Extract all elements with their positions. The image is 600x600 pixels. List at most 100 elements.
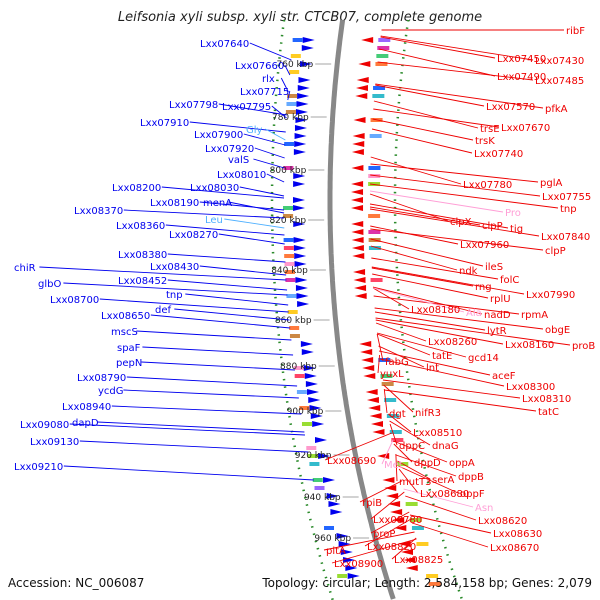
reverse-gene-arrow — [382, 477, 395, 483]
reverse-gene-arrow — [351, 181, 364, 187]
left-leader-line — [189, 121, 286, 133]
left-leader-line — [243, 133, 286, 146]
cog-category-block — [289, 326, 300, 330]
cog-category-block — [386, 414, 399, 418]
left-leader-line — [142, 346, 294, 356]
right-leader-line — [375, 83, 544, 109]
right-gene-label: serA — [432, 475, 454, 486]
kbp-tick-label: 820 kbp — [269, 216, 306, 226]
right-gene-label: Lxx08680 — [420, 489, 469, 500]
cog-category-block — [372, 94, 385, 98]
right-leader-line — [405, 495, 477, 521]
forward-gene-arrow — [345, 565, 358, 571]
forward-gene-arrow — [295, 277, 308, 283]
forward-gene-arrow — [296, 101, 309, 107]
left-leader-line — [111, 405, 302, 415]
left-gene-label: Lxx07920 — [205, 144, 254, 155]
forward-gene-arrow — [297, 85, 310, 91]
right-gene-label: pitA — [326, 546, 346, 557]
cog-category-block — [411, 526, 424, 530]
kbp-tick-label: 800 kbp — [270, 166, 307, 176]
topology-text: Topology: circular; Length: 2,584,158 bp… — [262, 576, 592, 590]
cog-category-block — [312, 478, 323, 482]
left-leader-line — [265, 128, 286, 141]
reverse-gene-arrow — [352, 133, 365, 139]
left-gene-label: def — [155, 305, 172, 316]
cog-category-block — [426, 574, 439, 578]
forward-gene-arrow — [294, 141, 307, 147]
right-gene-label: tatC — [538, 407, 559, 418]
right-gene-label: fabG — [385, 357, 409, 368]
right-gene-label: pfkA — [545, 104, 568, 115]
cog-category-block — [314, 486, 325, 490]
right-leader-line — [393, 440, 448, 463]
left-gene-label: Lxx07900 — [194, 130, 243, 141]
left-gene-label: mscS — [111, 327, 138, 338]
reverse-gene-arrow — [351, 197, 363, 203]
reverse-gene-arrow — [351, 221, 364, 227]
right-leader-line — [323, 531, 415, 551]
cog-category-block — [283, 166, 294, 170]
right-leader-line — [377, 354, 381, 374]
right-gene-label: Lxx08900 — [334, 559, 383, 570]
right-leader-line — [409, 514, 492, 534]
reverse-gene-arrow — [351, 245, 364, 251]
cog-category-block — [289, 334, 300, 338]
forward-gene-arrow — [347, 573, 360, 579]
right-gene-label: clpP — [482, 221, 503, 232]
reverse-gene-arrow — [377, 453, 390, 459]
right-gene-label: Ala — [466, 308, 482, 319]
right-leader-line — [378, 48, 496, 77]
left-gene-label: Lxx08380 — [118, 250, 167, 261]
cog-category-block — [368, 166, 381, 170]
left-leader-line — [167, 253, 286, 263]
left-leader-line — [39, 266, 287, 281]
reverse-gene-arrow — [351, 189, 364, 195]
forward-gene-arrow — [297, 301, 310, 307]
cog-category-block — [289, 70, 300, 74]
reverse-gene-arrow — [356, 77, 369, 83]
right-gene-label: oppF — [460, 489, 485, 500]
cog-category-block — [284, 270, 295, 274]
cog-category-block — [368, 174, 381, 178]
reverse-gene-arrow — [351, 149, 364, 155]
right-gene-label: pglA — [540, 178, 562, 189]
left-leader-line — [218, 233, 285, 245]
right-leader-line — [397, 460, 431, 480]
right-gene-label: dgt — [389, 409, 406, 420]
right-leader-line — [331, 538, 417, 564]
right-gene-label: Met — [384, 460, 403, 471]
left-gene-label: glbO — [38, 279, 61, 290]
right-gene-label: tnp — [560, 204, 577, 215]
left-leader-line — [69, 423, 305, 436]
right-gene-label: Lxx07570 — [486, 102, 535, 113]
cog-category-block — [378, 38, 391, 42]
right-leader-line — [395, 453, 398, 482]
right-leader-line — [391, 537, 417, 560]
cog-category-block — [309, 462, 320, 466]
right-gene-label: Lxx08260 — [428, 337, 477, 348]
right-leader-line — [369, 203, 509, 229]
right-gene-label: Lxx07755 — [542, 192, 591, 203]
cog-category-block — [389, 430, 402, 434]
forward-gene-arrow — [300, 341, 313, 347]
forward-gene-arrow — [295, 285, 308, 291]
reverse-gene-arrow — [352, 253, 365, 259]
right-gene-label: Lxx07780 — [463, 180, 512, 191]
forward-gene-arrow — [294, 133, 307, 139]
cog-category-block — [381, 382, 394, 386]
right-leader-line — [371, 266, 525, 295]
kbp-tick-label: 900 kbp — [287, 407, 324, 417]
cog-category-block — [370, 278, 383, 282]
right-leader-line — [389, 423, 398, 446]
right-gene-label: Lxx08620 — [478, 516, 527, 527]
right-gene-label: rplU — [490, 294, 511, 305]
right-gene-label: proP — [373, 529, 395, 540]
right-leader-line — [398, 468, 419, 494]
left-leader-line — [224, 218, 285, 229]
forward-gene-arrow — [293, 237, 306, 243]
gene-labels: Lxx07640 Lxx07660 rlx Lxx07715 Lxx07798 Lxx07… — [14, 26, 595, 570]
kbp-tick-label: 780 kbp — [272, 113, 309, 123]
forward-gene-arrow — [328, 501, 341, 507]
